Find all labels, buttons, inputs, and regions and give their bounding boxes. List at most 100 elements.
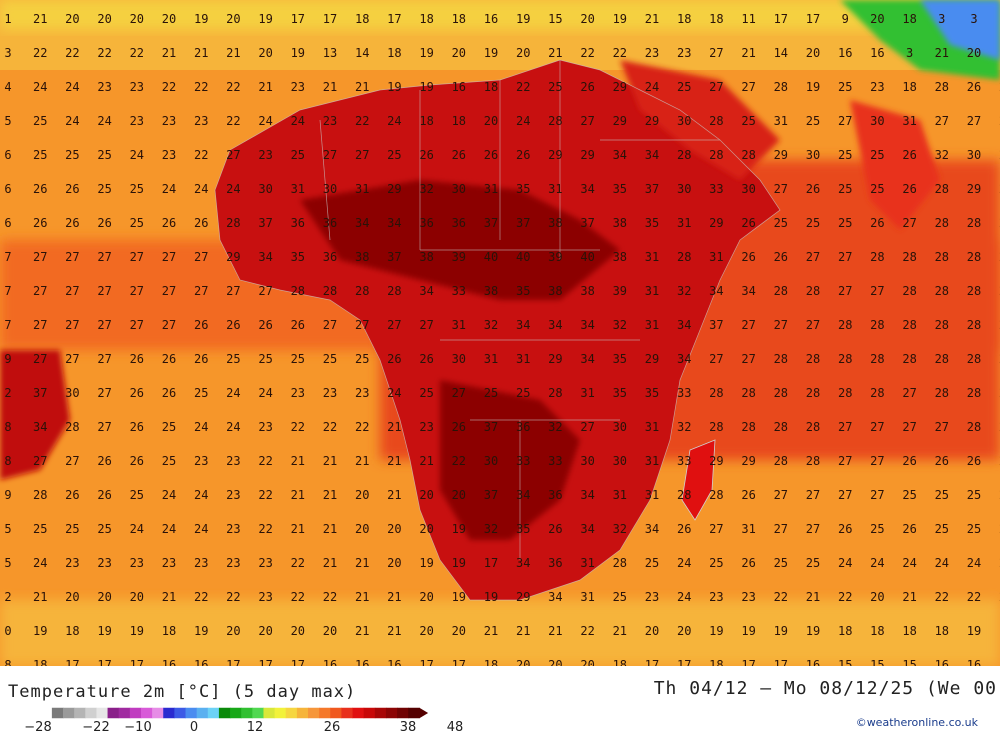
grid-value: 10 (999, 12, 1000, 26)
grid-value: 25 (387, 148, 401, 162)
grid-value: 26 (194, 216, 208, 230)
grid-value: 22 (452, 454, 466, 468)
grid-value: 28 (677, 250, 691, 264)
country-borders (214, 59, 781, 601)
grid-value: 21 (226, 46, 240, 60)
legend-swatch (330, 707, 342, 719)
grid-value: 14 (355, 46, 369, 60)
legend-swatch (230, 707, 242, 719)
grid-value: 30 (65, 386, 79, 400)
grid-value: 17 (484, 556, 498, 570)
grid-value: 24 (33, 556, 47, 570)
grid-value: 38 (419, 250, 433, 264)
grid-value: 26 (580, 80, 594, 94)
grid-value: 19 (613, 12, 627, 26)
grid-value: 21 (291, 488, 305, 502)
grid-value: 35 (516, 182, 530, 196)
grid-value: 2 (4, 386, 11, 400)
grid-value: 17 (387, 12, 401, 26)
grid-value: 28 (967, 318, 981, 332)
grid-value: 23 (226, 454, 240, 468)
grid-value: 16 (162, 658, 176, 666)
grid-value: 8 (4, 658, 11, 666)
grid-value: 34 (419, 284, 433, 298)
india-warm (850, 100, 940, 230)
grid-value: 6 (4, 182, 11, 196)
grid-value: 28 (967, 386, 981, 400)
grid-value: 16 (355, 658, 369, 666)
grid-value: 19 (452, 590, 466, 604)
grid-value: 23 (226, 488, 240, 502)
legend-tick-label: −22 (82, 720, 110, 735)
grid-value: 34 (580, 352, 594, 366)
legend-tick-label: 12 (246, 720, 264, 735)
grid-value: 5 (4, 114, 11, 128)
grid-value: 21 (548, 46, 562, 60)
temperature-map: 1 21 20 20 20 20 19 20 19 17 17 18 17 18 18 16 19 15 20 19 2… (0, 0, 1000, 666)
grid-value: 30 (741, 182, 755, 196)
grid-value: 27 (580, 114, 594, 128)
grid-value: 15 (548, 12, 562, 26)
grid-value: 27 (580, 420, 594, 434)
grid-value: 18 (902, 624, 916, 638)
grid-value: 26 (258, 318, 272, 332)
grid-value: 16 (323, 658, 337, 666)
grid-value: 21 (33, 590, 47, 604)
grid-value: 23 (194, 556, 208, 570)
grid-value: 29 (999, 182, 1000, 196)
grid-value: 32 (613, 522, 627, 536)
grid-value: 30 (967, 148, 981, 162)
grid-value: 20 (484, 114, 498, 128)
grid-value: 23 (130, 556, 144, 570)
grid-value: 28 (935, 318, 949, 332)
grid-value: 28 (935, 352, 949, 366)
grid-value: 24 (387, 386, 401, 400)
credit-text: ©weatheronline.co.uk (855, 716, 978, 729)
grid-value: 27 (130, 250, 144, 264)
grid-value: 27 (902, 420, 916, 434)
grid-value: 21 (291, 454, 305, 468)
grid-value: 19 (33, 624, 47, 638)
grid-value: 15 (902, 658, 916, 666)
grid-value: 37 (258, 216, 272, 230)
grid-value: 27 (709, 352, 723, 366)
grid-value: 26 (130, 352, 144, 366)
grid-value: 27 (709, 522, 723, 536)
grid-value: 23 (194, 114, 208, 128)
grid-value: 29 (709, 216, 723, 230)
grid-value: 33 (677, 386, 691, 400)
grid-value: 28 (902, 318, 916, 332)
grid-value: 26 (130, 454, 144, 468)
grid-value: 26 (419, 148, 433, 162)
grid-value: 28 (935, 182, 949, 196)
asia-cold-region (920, 0, 1000, 60)
grid-value: 23 (645, 590, 659, 604)
grid-value: 29 (516, 590, 530, 604)
grid-value: 20 (516, 46, 530, 60)
grid-value: 28 (967, 420, 981, 434)
grid-value: 26 (870, 216, 884, 230)
grid-value: 28 (677, 148, 691, 162)
grid-value: 31 (291, 182, 305, 196)
grid-value: 20 (419, 624, 433, 638)
grid-value: 27 (65, 318, 79, 332)
grid-value: 24 (65, 80, 79, 94)
grid-value: 27 (709, 80, 723, 94)
grid-value: 26 (902, 522, 916, 536)
grid-value: 16 (838, 46, 852, 60)
grid-value: 20 (580, 658, 594, 666)
grid-value: 23 (677, 46, 691, 60)
grid-value: 28 (548, 386, 562, 400)
grid-value: 23 (645, 46, 659, 60)
grid-value: 22 (291, 556, 305, 570)
grid-value: 27 (33, 318, 47, 332)
grid-value: 25 (258, 352, 272, 366)
grid-value: 23 (162, 556, 176, 570)
grid-value: 22 (258, 522, 272, 536)
grid-value: 17 (258, 658, 272, 666)
legend-swatch (107, 707, 120, 719)
grid-value: 26 (33, 216, 47, 230)
grid-value: 25 (838, 216, 852, 230)
grid-value: 20 (452, 488, 466, 502)
legend-swatch (363, 707, 376, 719)
